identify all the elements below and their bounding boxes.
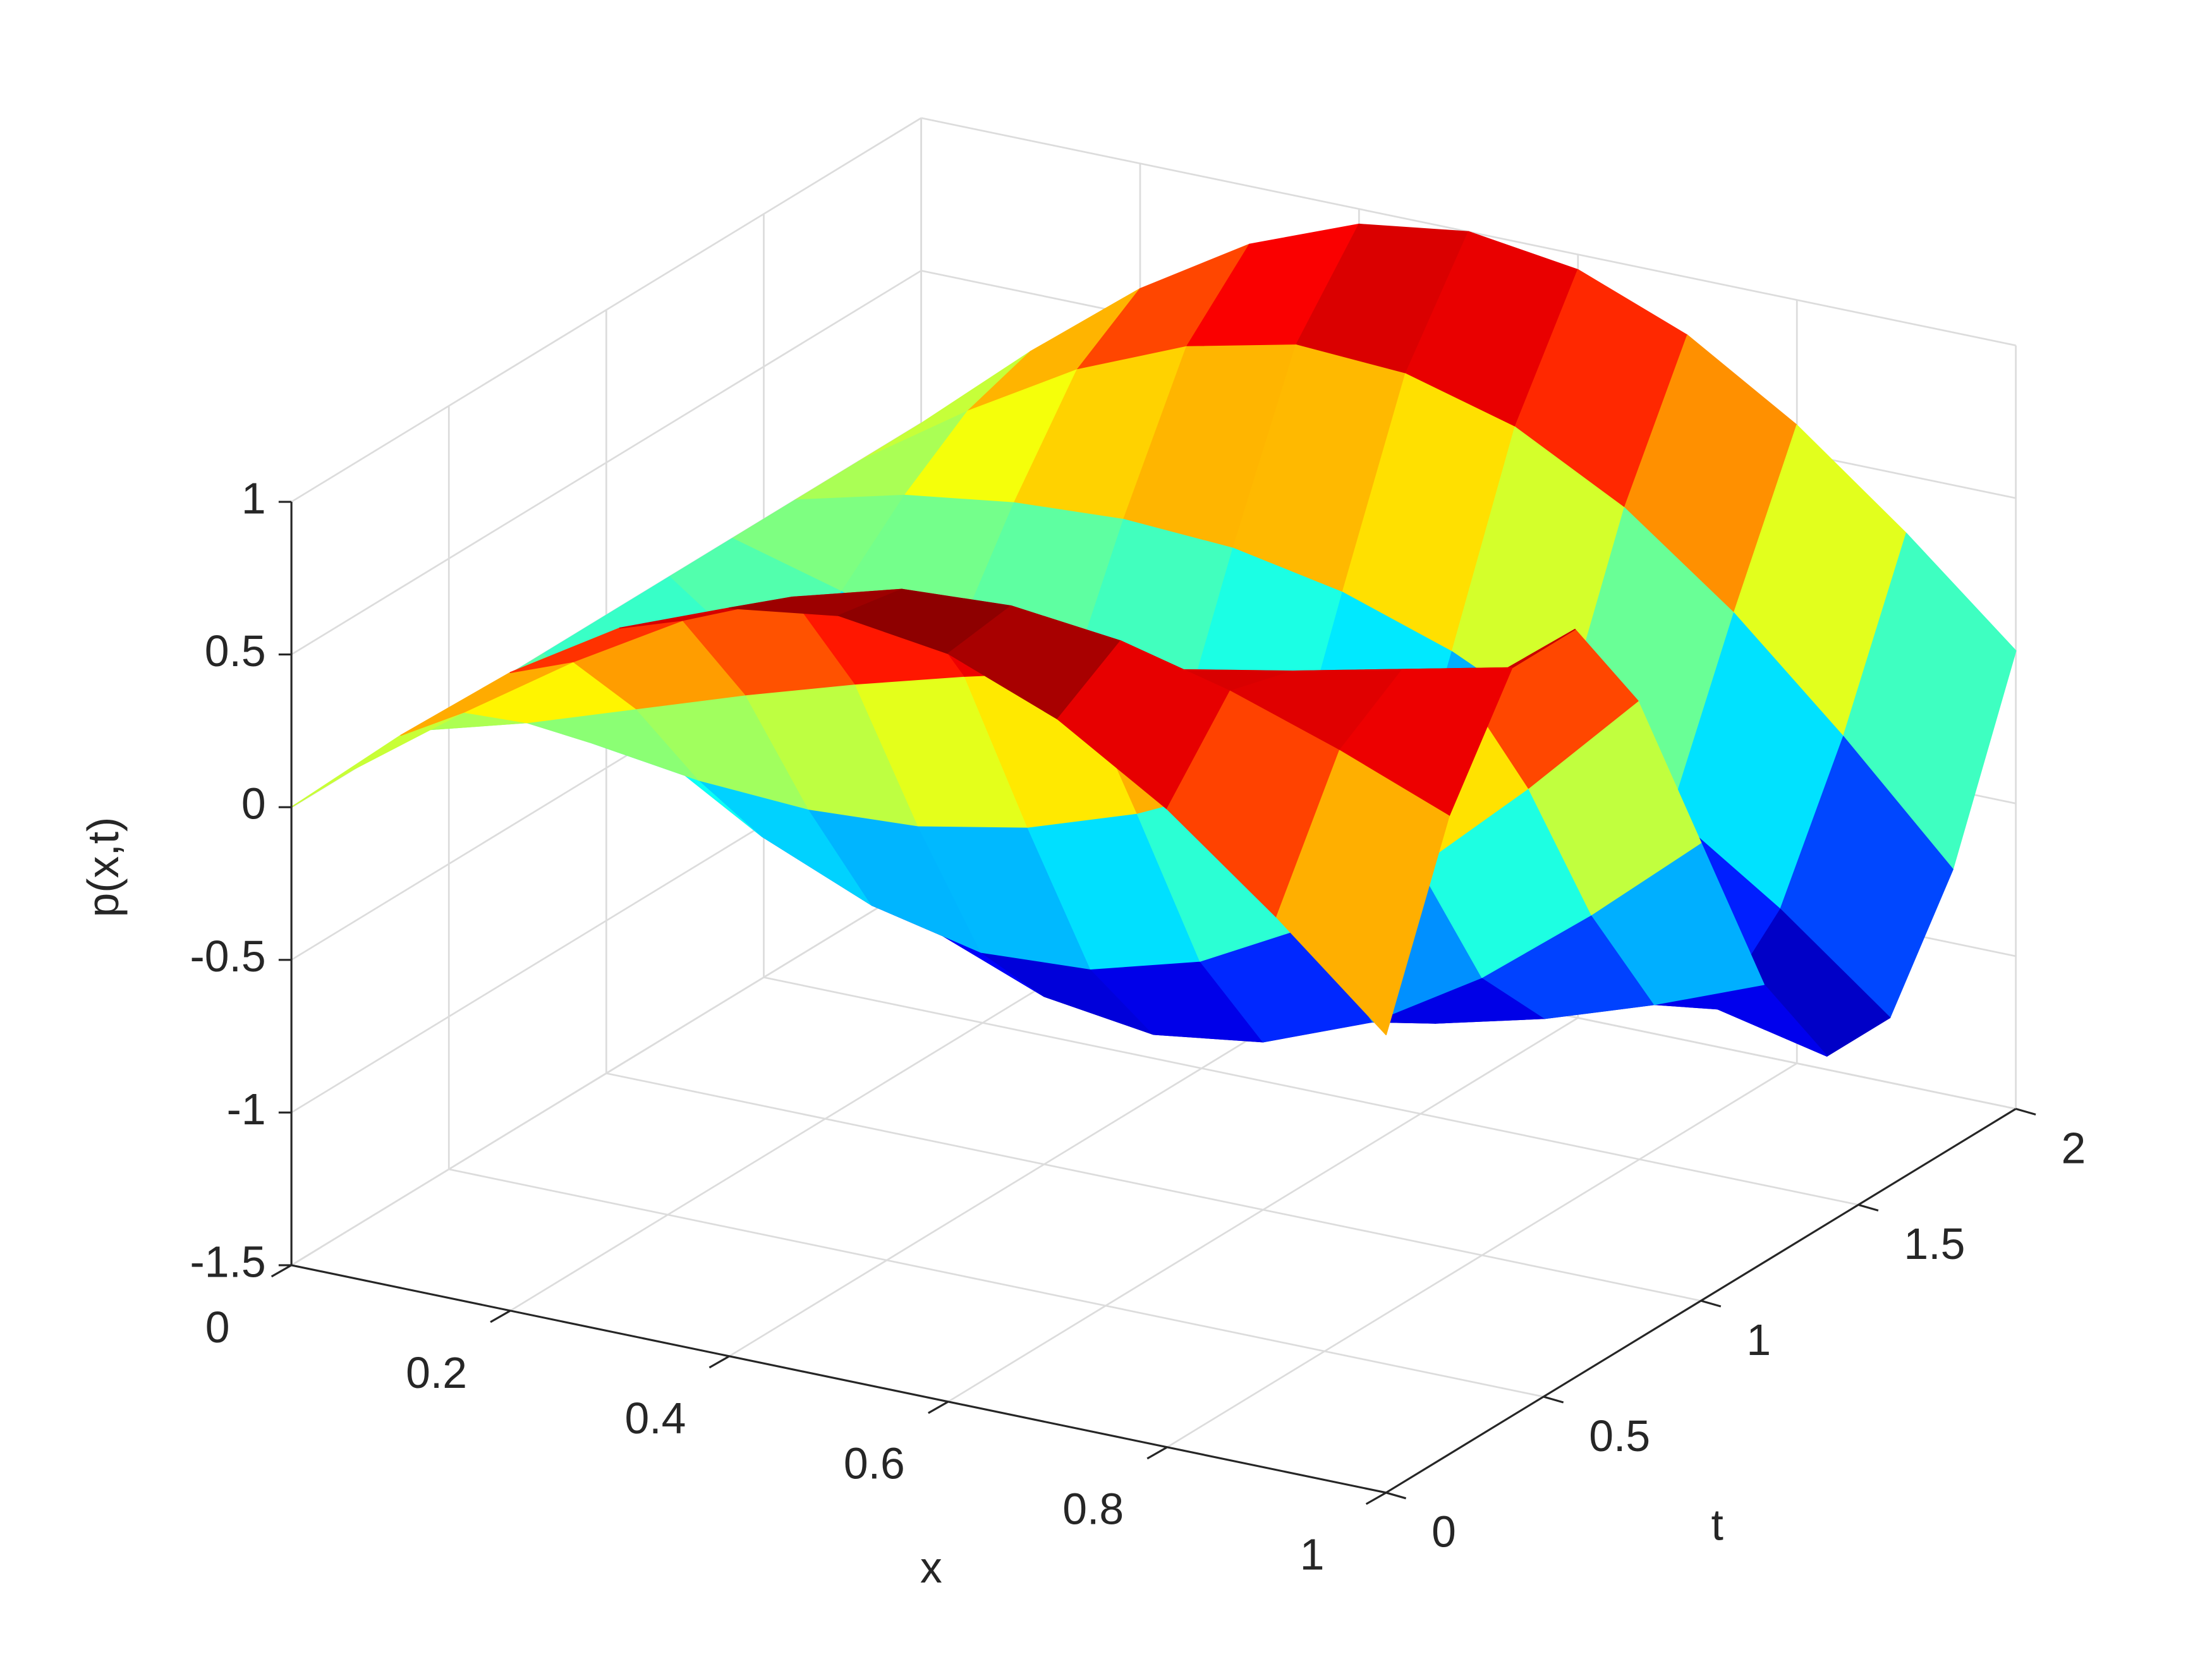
- z-tick-label: -0.5: [190, 932, 265, 981]
- x-tick: [1365, 1492, 1387, 1505]
- t-tick-label: 0: [1431, 1507, 1456, 1557]
- z-tick-label: 0: [241, 779, 266, 829]
- t-axis-label: t: [1711, 1500, 1723, 1549]
- x-tick-label: 0: [205, 1303, 230, 1352]
- x-tick-label: 1: [1300, 1530, 1325, 1579]
- x-tick: [1146, 1446, 1168, 1460]
- t-tick: [1543, 1395, 1564, 1404]
- x-tick: [490, 1310, 511, 1323]
- axes: -1.5 -1 -0.5 0 0.5 1 0 0.2 0.4 0.6 0.8 1 0 0.5 1 1.5 2: [190, 473, 2086, 1579]
- x-tick: [928, 1401, 949, 1414]
- grid-line: [763, 976, 1859, 1206]
- x-tick-label: 0.6: [844, 1439, 905, 1488]
- surface: [291, 223, 2017, 1057]
- t-tick-label: 2: [2062, 1123, 2086, 1172]
- z-tick-label: 0.5: [205, 626, 266, 676]
- x-tick: [270, 1264, 292, 1278]
- t-tick: [2015, 1107, 2036, 1116]
- x-tick-label: 0.8: [1062, 1485, 1124, 1534]
- surface-patch: [1276, 750, 1450, 1035]
- t-tick: [1700, 1299, 1722, 1308]
- grid-line: [448, 1168, 1544, 1398]
- x-tick: [708, 1355, 730, 1369]
- t-tick: [1858, 1203, 1879, 1212]
- z-tick-label: -1: [227, 1085, 266, 1134]
- x-tick-label: 0.4: [624, 1394, 686, 1443]
- grid-line: [291, 270, 922, 655]
- x-axis-label: x: [920, 1543, 942, 1592]
- grid-line: [606, 1072, 1701, 1302]
- t-tick-label: 1.5: [1904, 1219, 1965, 1268]
- grid-line: [291, 117, 922, 503]
- z-tick-label: 1: [241, 473, 266, 523]
- t-tick-label: 0.5: [1589, 1411, 1650, 1461]
- t-tick: [1385, 1492, 1407, 1500]
- z-axis-label: p(x,t): [78, 817, 128, 918]
- z-tick-label: -1.5: [190, 1237, 265, 1286]
- x-tick-label: 0.2: [406, 1348, 467, 1397]
- t-axis: [1385, 1108, 2017, 1494]
- grid-line: [291, 880, 922, 1267]
- t-tick-label: 1: [1746, 1315, 1771, 1364]
- x-axis: [291, 1264, 1387, 1494]
